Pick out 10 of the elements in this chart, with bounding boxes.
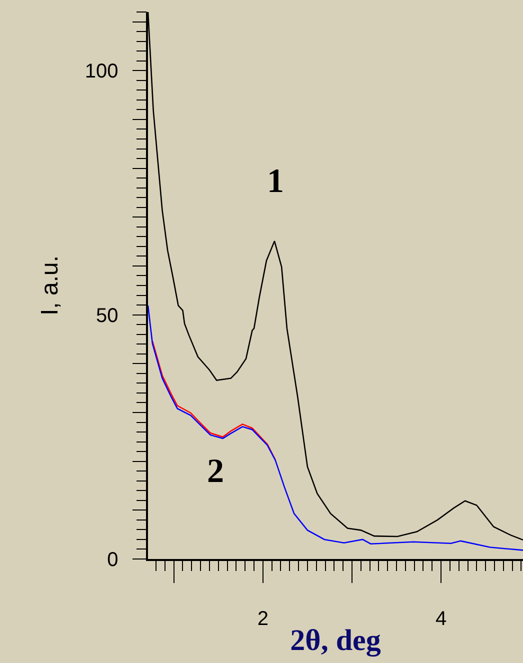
y-tick-label: 50 <box>96 304 118 327</box>
y-tick-label: 100 <box>84 60 118 83</box>
y-axis-title: I, a.u. <box>36 255 64 316</box>
x-tick-label: 4 <box>435 608 447 630</box>
annotation: 1 <box>267 163 284 200</box>
line-series <box>152 340 276 461</box>
line-series <box>148 304 523 551</box>
annotation: 2 <box>207 453 224 490</box>
x-axis-title: 2θ, deg <box>290 624 381 657</box>
y-tick-label: 0 <box>107 549 118 571</box>
